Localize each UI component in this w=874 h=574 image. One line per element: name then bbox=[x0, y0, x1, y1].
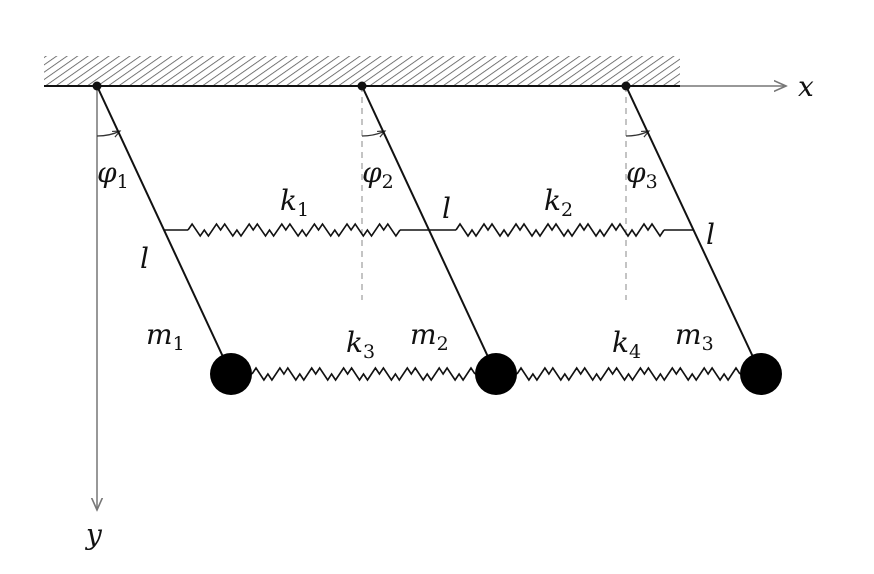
angle-label-3: φ3 bbox=[626, 156, 658, 193]
upper-spring-2 bbox=[455, 222, 665, 238]
mass-label-3: m3 bbox=[675, 318, 714, 355]
spring-label-k3: k3 bbox=[346, 326, 375, 363]
x-axis-label: x bbox=[798, 70, 814, 103]
spring-label-k1: k1 bbox=[280, 184, 309, 221]
lower-springs bbox=[251, 366, 741, 382]
pivot-1 bbox=[92, 81, 102, 91]
pivot-2 bbox=[357, 81, 367, 91]
lower-spring-4 bbox=[516, 366, 741, 382]
upper-springs bbox=[164, 222, 694, 238]
angle-arc-1 bbox=[96, 131, 120, 136]
y-axis-label: y bbox=[84, 518, 103, 551]
angle-label-1: φ1 bbox=[97, 156, 129, 193]
ceiling-hatch bbox=[44, 56, 680, 86]
angle-label-2: φ2 bbox=[362, 156, 394, 193]
lower-spring-3 bbox=[251, 366, 476, 382]
length-label-2: l bbox=[442, 192, 451, 225]
spring-label-k2: k2 bbox=[544, 184, 573, 221]
angle-arc-2 bbox=[361, 131, 385, 136]
angle-arc-3 bbox=[625, 131, 649, 136]
length-label-3: l bbox=[706, 218, 715, 251]
length-label-1: l bbox=[140, 242, 149, 275]
upper-spring-1 bbox=[187, 222, 401, 238]
spring-label-k4: k4 bbox=[612, 326, 641, 363]
mass-3 bbox=[740, 353, 782, 395]
mass-2 bbox=[475, 353, 517, 395]
mass-label-2: m2 bbox=[410, 318, 449, 355]
mass-1 bbox=[210, 353, 252, 395]
pivot-3 bbox=[621, 81, 631, 91]
mass-label-1: m1 bbox=[146, 318, 185, 355]
